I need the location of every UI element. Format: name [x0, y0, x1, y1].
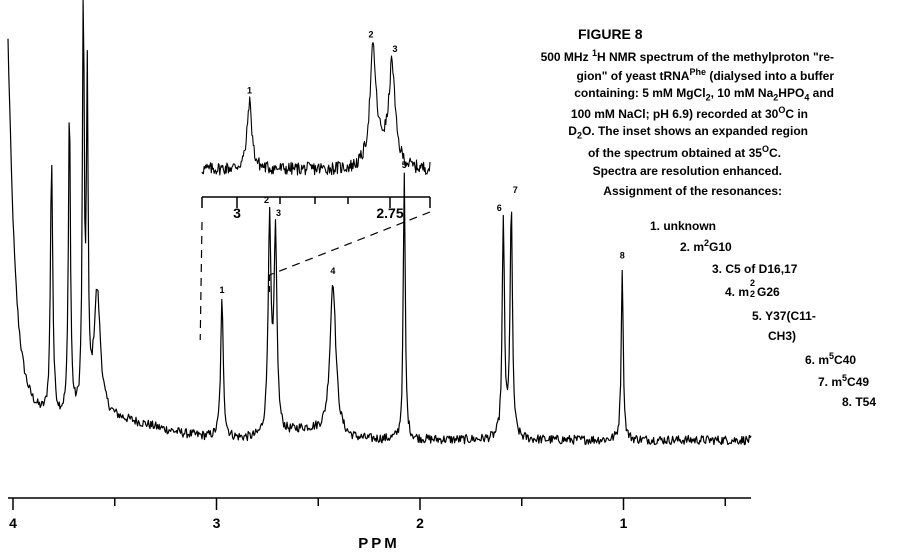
- caption-line: Assignment of the resonances:: [603, 184, 782, 198]
- x-tick-label: 1: [620, 515, 628, 531]
- inset-tick-label: 2.75: [376, 205, 403, 221]
- assignment-item: 4. m 2 2 G26: [725, 278, 780, 299]
- x-tick-label: 3: [213, 515, 221, 531]
- inset-peak-labels: 1 2 3: [247, 29, 398, 95]
- assignment-item: 2. m2G10: [680, 238, 732, 254]
- peak-label-3: 3: [276, 208, 281, 218]
- peak-label-1: 1: [219, 285, 224, 295]
- inset-tick-label: 3: [233, 205, 241, 221]
- x-axis-ticks: 4 3 2 1: [9, 498, 726, 531]
- peak-label-6: 6: [497, 203, 502, 213]
- caption-line: 100 mM NaCl; pH 6.9) recorded at 30OC in: [570, 105, 808, 121]
- caption-line: D2O. The inset shows an expanded region: [568, 124, 808, 141]
- peak-label-4: 4: [330, 266, 335, 276]
- caption-line: of the spectrum obtained at 35OC.: [587, 144, 781, 160]
- caption-line: Spectra are resolution enhanced.: [592, 164, 782, 178]
- peak-label-5: 5: [402, 160, 407, 170]
- caption-line: containing: 5 mM MgCl2, 10 mM Na2HPO4 an…: [574, 86, 834, 103]
- inset-zoom-guides: [199, 211, 431, 341]
- inset-axis-ticks: 3 2.75: [201, 197, 431, 221]
- peak-label-7: 7: [513, 185, 518, 195]
- assignment-item: 5. Y37(C11-: [752, 309, 816, 323]
- assignment-item: 1. unknown: [650, 219, 716, 233]
- inset-peak-label-2: 2: [368, 29, 373, 39]
- caption-line: 500 MHz 1H NMR spectrum of the methylpro…: [540, 48, 834, 64]
- x-tick-label: 4: [9, 515, 17, 531]
- assignment-item: 8. T54: [842, 395, 877, 409]
- main-spectrum-trace: [7, 0, 752, 446]
- zoom-guide-left: [199, 221, 203, 341]
- assignment-item: CH3): [768, 329, 797, 343]
- peak-label-2: 2: [264, 195, 269, 205]
- inset-spectrum: 123 3 2.75: [201, 29, 431, 221]
- inset-peak-label-3: 3: [392, 44, 397, 54]
- zoom-guide-right: [269, 211, 431, 276]
- assignment-item: 3. C5 of D16,17: [712, 262, 798, 276]
- assignment-item: 7. m5C49: [818, 373, 870, 389]
- inset-peak-label-1: 1: [247, 86, 252, 96]
- x-tick-label: 2: [416, 515, 424, 531]
- caption-line: gion" of yeast tRNAPhe (dialysed into a …: [576, 67, 834, 83]
- assignment-item: 6. m5C40: [805, 351, 857, 367]
- peak-label-8: 8: [620, 250, 625, 260]
- inset-spectrum-trace: [201, 42, 431, 176]
- x-axis-title: PPM: [358, 535, 400, 552]
- figure-title: FIGURE 8: [578, 26, 643, 42]
